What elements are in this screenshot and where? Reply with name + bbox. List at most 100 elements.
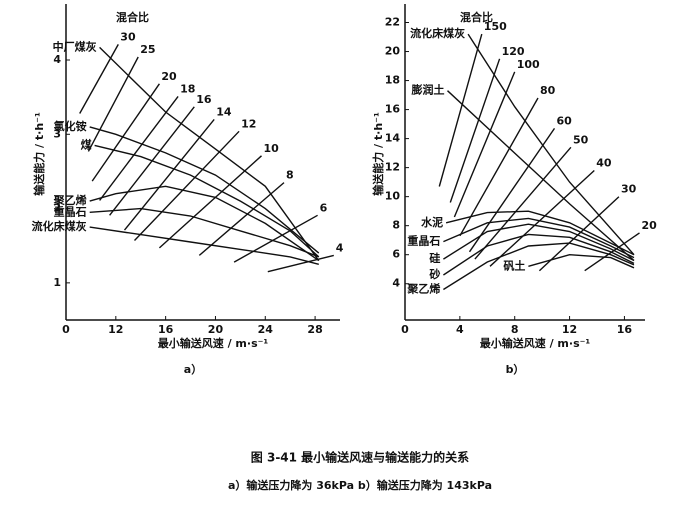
series-line — [89, 185, 320, 262]
x-tick-label: 0 — [62, 323, 70, 336]
series-label: 8 — [286, 169, 294, 182]
y-tick-label: 20 — [385, 45, 401, 58]
y-axis-label: 输送能力 / t·h⁻¹ — [32, 112, 46, 196]
y-tick-label: 4 — [392, 277, 400, 290]
y-tick-label: 2 — [53, 202, 61, 215]
series-line — [447, 90, 635, 262]
series-label: 12 — [241, 117, 256, 130]
series-label: 膨润土 — [411, 83, 445, 97]
series-line — [468, 128, 556, 253]
series-line — [133, 130, 240, 241]
series-label: 流化床煤灰 — [32, 219, 87, 233]
series-line — [87, 56, 139, 152]
series-label: 6 — [320, 201, 328, 214]
series-line — [443, 223, 635, 262]
x-tick-label: 16 — [158, 323, 174, 336]
x-tick-label: 0 — [401, 323, 409, 336]
series-label: 10 — [264, 142, 280, 155]
series-line — [443, 233, 635, 276]
series-line — [453, 71, 516, 218]
y-tick-label: 1 — [53, 276, 61, 289]
series-label: 矾土 — [503, 258, 525, 272]
series-line — [198, 182, 285, 256]
series-line — [233, 214, 318, 263]
y-tick-label: 10 — [385, 190, 401, 203]
y-tick-label: 18 — [385, 74, 400, 87]
x-tick-label: 16 — [617, 323, 633, 336]
series-label: 18 — [180, 82, 195, 95]
series-label: 4 — [336, 241, 344, 254]
series-line — [99, 46, 320, 262]
y-tick-label: 14 — [385, 132, 401, 145]
series-line — [445, 210, 635, 256]
series-label: 煤 — [81, 137, 93, 151]
y-tick-label: 6 — [392, 248, 400, 261]
series-label: 氯化铵 — [54, 119, 87, 133]
caption: a） — [184, 363, 202, 376]
x-axis-label: 最小输送风速 / m·s⁻¹ — [480, 336, 591, 350]
series-label: 20 — [161, 70, 177, 83]
figure-title: 图 3-41 最小输送风速与输送能力的关系 — [251, 450, 469, 465]
series-label: 20 — [642, 219, 658, 232]
annotation: 混合比 — [460, 10, 493, 24]
x-tick-label: 28 — [307, 323, 322, 336]
y-tick-label: 16 — [385, 103, 401, 116]
x-tick-label: 8 — [511, 323, 519, 336]
series-label: 中厂煤灰 — [53, 39, 97, 53]
x-tick-label: 12 — [108, 323, 123, 336]
series-label: 16 — [196, 93, 212, 106]
y-tick-label: 8 — [392, 219, 400, 232]
series-line — [474, 146, 572, 260]
y-tick-label: 3 — [53, 127, 61, 140]
x-tick-label: 20 — [208, 323, 224, 336]
series-label: 硅 — [429, 251, 440, 265]
series-label: 40 — [596, 157, 612, 170]
series-line — [459, 97, 539, 237]
annotation: 混合比 — [116, 10, 149, 24]
series-label: 80 — [540, 84, 556, 97]
series-line — [94, 144, 320, 258]
y-tick-label: 12 — [385, 161, 400, 174]
series-label: 重晶石 — [407, 234, 440, 248]
x-tick-label: 4 — [456, 323, 464, 336]
series-label: 流化床煤灰 — [410, 26, 465, 40]
series-line — [528, 253, 635, 269]
series-line — [267, 254, 334, 273]
series-line — [89, 126, 320, 254]
series-line — [89, 226, 319, 265]
series-label: 重晶石 — [54, 204, 87, 218]
series-label: 150 — [484, 20, 507, 33]
series-label: 30 — [621, 183, 637, 196]
series-label: 50 — [573, 133, 589, 146]
series-line — [467, 33, 635, 256]
series-line — [449, 58, 501, 203]
series-label: 水泥 — [421, 215, 443, 229]
series-line — [91, 83, 160, 182]
series-label: 60 — [556, 114, 572, 127]
series-label: 聚乙烯 — [53, 193, 87, 207]
series-label: 25 — [140, 43, 155, 56]
series-label: 120 — [502, 45, 525, 58]
series-line — [438, 33, 483, 187]
series-label: 聚乙烯 — [406, 282, 440, 296]
figure-subtitle: a）输送压力降为 36kPa b）输送压力降为 143kPa — [228, 478, 492, 492]
x-tick-label: 24 — [258, 323, 274, 336]
series-line — [79, 44, 119, 114]
y-tick-label: 22 — [385, 16, 400, 29]
series-line — [443, 217, 635, 259]
x-axis-label: 最小输送风速 / m·s⁻¹ — [158, 336, 269, 350]
series-label: 14 — [216, 105, 232, 118]
series-line — [89, 207, 320, 258]
series-line — [443, 242, 635, 291]
y-tick-label: 4 — [53, 53, 61, 66]
series-label: 砂 — [429, 267, 440, 281]
y-axis-label: 输送能力 / t·h⁻¹ — [371, 112, 385, 196]
series-line — [489, 169, 595, 267]
series-line — [99, 95, 179, 201]
series-line — [538, 196, 620, 272]
series-label: 30 — [120, 30, 136, 43]
caption: b） — [506, 363, 525, 376]
x-tick-label: 12 — [562, 323, 577, 336]
series-label: 100 — [517, 58, 540, 71]
